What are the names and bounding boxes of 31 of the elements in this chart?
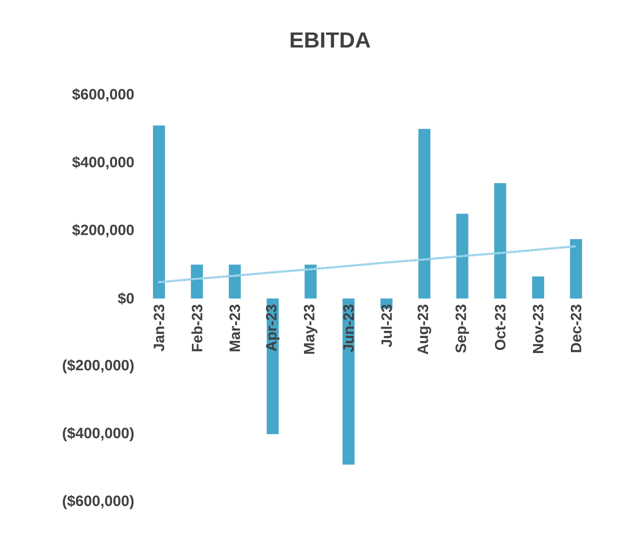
line-series (158, 245, 578, 284)
x-tick-label: Jan-23 (154, 304, 164, 352)
y-tick-label: $400,000 (72, 156, 134, 170)
y-tick-label: $600,000 (72, 88, 134, 102)
bar (418, 128, 430, 298)
x-tick-label: Aug-23 (418, 304, 432, 354)
x-tick-label: Feb-23 (191, 304, 202, 352)
x-tick-label: Sep-23 (456, 304, 470, 353)
bar (494, 183, 506, 298)
bar (532, 276, 544, 298)
bar (190, 264, 203, 298)
y-tick-label: ($600,000) (62, 494, 134, 510)
x-tick-label: May-23 (304, 304, 318, 354)
bar (304, 264, 317, 298)
x-tick-label: Apr-23 (266, 304, 280, 352)
y-tick-label: $0 (118, 292, 134, 305)
x-tick-label: Nov-23 (532, 304, 544, 353)
bar (152, 126, 165, 298)
x-tick-label: Oct-23 (494, 304, 506, 350)
y-tick-label: ($400,000) (62, 427, 134, 442)
x-tick-label: Jun-23 (343, 304, 354, 352)
bar (228, 264, 241, 298)
chart-title: EBITDA (290, 32, 370, 48)
y-tick-label: ($200,000) (62, 359, 134, 374)
bar (570, 239, 582, 298)
y-tick-label: $200,000 (72, 224, 134, 238)
x-tick-label: Dec-23 (570, 304, 582, 352)
x-tick-label: Mar-23 (229, 304, 240, 352)
bar (342, 298, 355, 465)
bar (456, 214, 468, 298)
x-tick-label: Jul-23 (380, 304, 392, 348)
